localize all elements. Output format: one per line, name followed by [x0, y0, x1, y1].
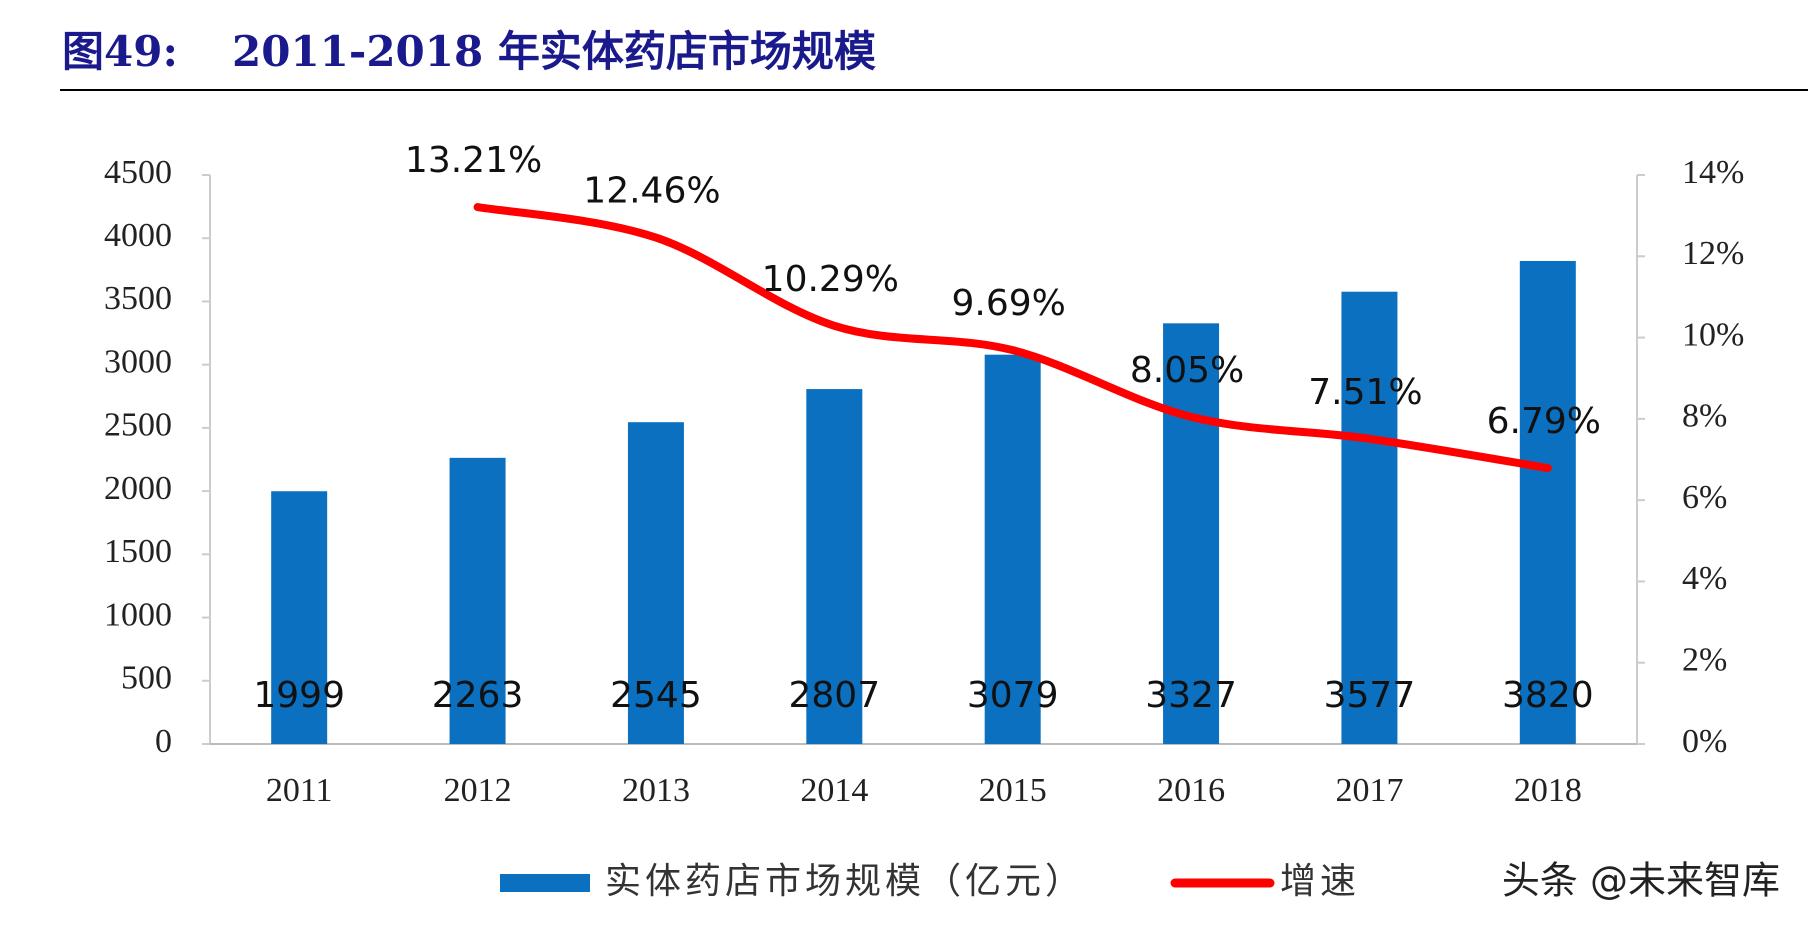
bar-value-label: 1999 — [253, 675, 345, 716]
figure-label: 图49: — [62, 27, 178, 76]
bar — [271, 491, 328, 744]
y-tick-label: 500 — [121, 660, 172, 697]
bar-value-label: 2263 — [432, 675, 524, 716]
bar — [449, 457, 506, 744]
line-value-label: 12.46% — [583, 171, 720, 212]
bar-value-label: 2807 — [789, 675, 881, 716]
bar — [627, 422, 684, 744]
y2-tick-label: 0% — [1682, 723, 1727, 760]
bar — [1163, 323, 1220, 744]
x-tick-label: 2017 — [1335, 772, 1403, 809]
y2-tick-label: 6% — [1682, 479, 1727, 516]
bar-value-label: 3327 — [1145, 675, 1237, 716]
y-tick-label: 4500 — [104, 154, 172, 191]
y-tick-label: 2500 — [104, 407, 172, 444]
line-value-label: 9.69% — [952, 283, 1066, 324]
y-tick-label: 2000 — [104, 470, 172, 507]
watermark: 头条 @未来智库 — [1502, 859, 1780, 903]
line-value-label: 8.05% — [1130, 350, 1244, 391]
y-tick-label: 4000 — [104, 217, 172, 254]
x-tick-label: 2012 — [444, 772, 512, 809]
bar-value-label: 3820 — [1502, 675, 1594, 716]
legend-swatch — [500, 874, 590, 892]
y-tick-label: 3000 — [104, 343, 172, 380]
y2-tick-label: 8% — [1682, 398, 1727, 435]
line-value-label: 6.79% — [1487, 401, 1601, 442]
bar-value-label: 3079 — [967, 675, 1059, 716]
x-tick-label: 2014 — [800, 772, 868, 809]
y-tick-label: 1000 — [104, 596, 172, 633]
y2-tick-label: 2% — [1682, 642, 1727, 679]
x-tick-label: 2011 — [266, 772, 333, 809]
bar — [1341, 291, 1398, 744]
bar — [984, 354, 1041, 744]
x-tick-label: 2016 — [1157, 772, 1225, 809]
x-tick-label: 2018 — [1514, 772, 1582, 809]
y2-tick-label: 4% — [1682, 560, 1727, 597]
legend-label: 实体药店市场规模（亿元） — [605, 861, 1085, 902]
bar-value-label: 3577 — [1324, 675, 1416, 716]
bar — [1519, 260, 1576, 744]
bar-value-label: 2545 — [610, 675, 702, 716]
y2-tick-label: 12% — [1682, 235, 1744, 272]
x-tick-label: 2013 — [622, 772, 690, 809]
y2-tick-label: 14% — [1682, 154, 1744, 191]
line-value-label: 13.21% — [405, 140, 542, 181]
y-tick-label: 1500 — [104, 533, 172, 570]
x-tick-label: 2015 — [979, 772, 1047, 809]
line-value-label: 10.29% — [762, 259, 899, 300]
y-tick-label: 3500 — [104, 280, 172, 317]
growth-line — [473, 203, 1552, 473]
legend-label: 增速 — [1280, 861, 1360, 902]
y2-tick-label: 10% — [1682, 316, 1744, 353]
y-tick-label: 0 — [155, 723, 172, 760]
line-value-label: 7.51% — [1308, 372, 1422, 413]
bar — [806, 389, 863, 744]
chart-title: 2011-2018 年实体药店市场规模 — [232, 27, 876, 76]
